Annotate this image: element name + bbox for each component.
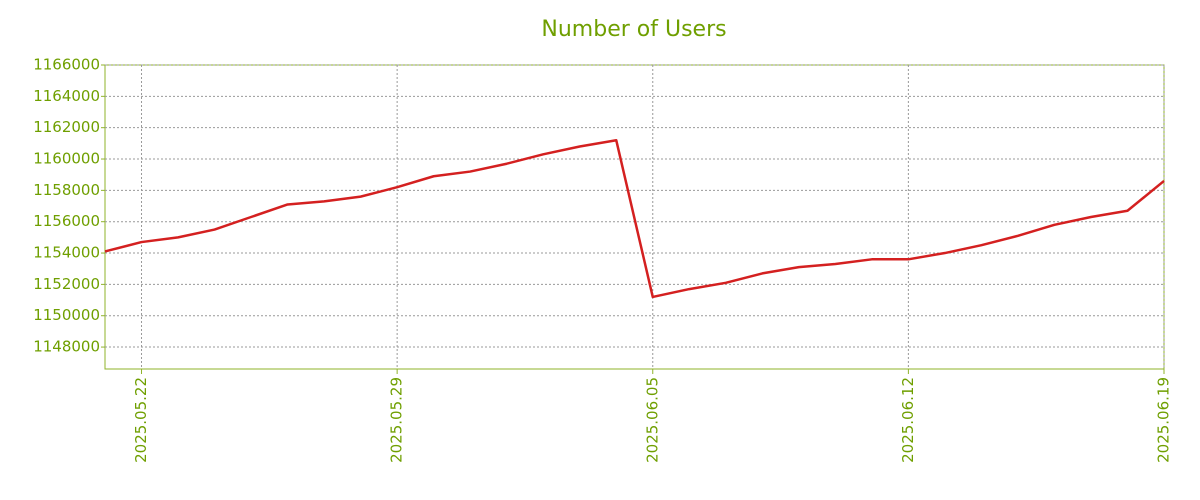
x-tick-label: 2025.06.19: [1155, 377, 1173, 463]
x-tick-label: 2025.06.12: [899, 377, 917, 463]
y-tick-label: 1160000: [33, 150, 100, 168]
y-tick-label: 1158000: [33, 181, 100, 199]
x-tick-label: 2025.05.29: [388, 377, 406, 463]
y-tick-label: 1162000: [33, 118, 100, 136]
chart-title: Number of Users: [541, 17, 726, 42]
y-tick-label: 1154000: [33, 244, 100, 262]
y-tick-label: 1164000: [33, 87, 100, 105]
y-tick-label: 1166000: [33, 56, 100, 74]
x-tick-label: 2025.06.05: [643, 377, 661, 463]
y-tick-label: 1150000: [33, 306, 100, 324]
y-tick-label: 1148000: [33, 338, 100, 356]
data-line: [104, 138, 1165, 299]
x-tick-label: 2025.05.22: [132, 377, 150, 463]
y-tick-label: 1156000: [33, 212, 100, 230]
y-tick-label: 1152000: [33, 275, 100, 293]
